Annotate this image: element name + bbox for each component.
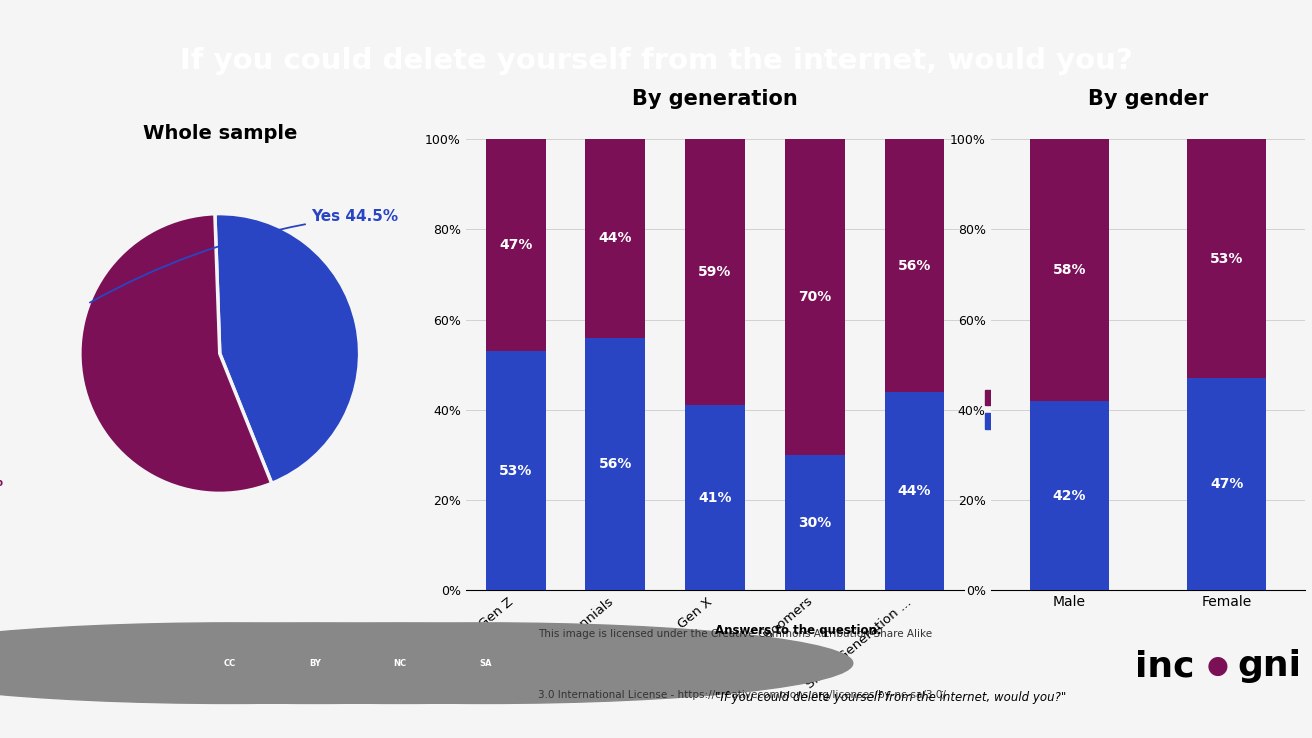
Bar	[485, 351, 546, 590]
Bar	[1030, 401, 1109, 590]
Circle shape	[118, 623, 853, 703]
Text: 3.0 International License - https://creativecommons.org/licenses/by-nc-sa/3.0/: 3.0 International License - https://crea…	[538, 690, 946, 700]
Text: "If you could delete yourself from the internet, would you?": "If you could delete yourself from the i…	[715, 692, 1067, 704]
Circle shape	[0, 623, 597, 703]
Text: 70%: 70%	[798, 290, 832, 304]
Text: 58%: 58%	[1052, 263, 1086, 277]
Text: 47%: 47%	[499, 238, 533, 252]
Text: 56%: 56%	[598, 457, 632, 471]
Bar	[884, 392, 945, 590]
Text: 41%: 41%	[698, 491, 732, 505]
Bar	[1030, 139, 1109, 401]
Bar	[685, 139, 745, 405]
Text: 53%: 53%	[499, 463, 533, 477]
Text: 53%: 53%	[1210, 252, 1244, 266]
Text: 42%: 42%	[1052, 489, 1086, 503]
Bar	[685, 405, 745, 590]
Wedge shape	[80, 214, 272, 494]
Text: BY: BY	[308, 659, 321, 668]
Text: 47%: 47%	[1210, 477, 1244, 492]
Text: gni: gni	[1237, 649, 1302, 683]
Text: CC: CC	[223, 659, 236, 668]
Title: By gender: By gender	[1088, 89, 1208, 109]
Text: 44%: 44%	[897, 484, 932, 498]
Bar	[485, 139, 546, 351]
Title: By generation: By generation	[632, 89, 798, 109]
Text: NC: NC	[394, 659, 407, 668]
Bar	[785, 139, 845, 455]
Wedge shape	[215, 213, 359, 483]
Text: SA: SA	[479, 659, 492, 668]
Legend: No, Yes: No, Yes	[979, 384, 1046, 435]
Text: If you could delete yourself from the internet, would you?: If you could delete yourself from the in…	[180, 47, 1132, 75]
Text: 59%: 59%	[698, 265, 732, 279]
Text: 44%: 44%	[598, 232, 632, 246]
Bar	[884, 139, 945, 392]
Text: 56%: 56%	[897, 258, 932, 272]
Bar	[1187, 379, 1266, 590]
Circle shape	[0, 623, 682, 703]
Text: 30%: 30%	[798, 516, 832, 530]
Text: Answers to the question:: Answers to the question:	[715, 624, 882, 637]
Text: No 55.5%: No 55.5%	[0, 418, 4, 489]
Text: inc: inc	[1135, 649, 1194, 683]
Bar	[1187, 139, 1266, 379]
Circle shape	[33, 623, 768, 703]
Title: Whole sample: Whole sample	[143, 123, 297, 142]
Bar	[585, 338, 646, 590]
Text: Yes 44.5%: Yes 44.5%	[91, 210, 398, 303]
Text: This image is licensed under the Creative Commons Attribution-Share Alike: This image is licensed under the Creativ…	[538, 630, 932, 639]
Bar	[585, 139, 646, 338]
Bar	[785, 455, 845, 590]
Text: ●: ●	[1207, 654, 1229, 678]
